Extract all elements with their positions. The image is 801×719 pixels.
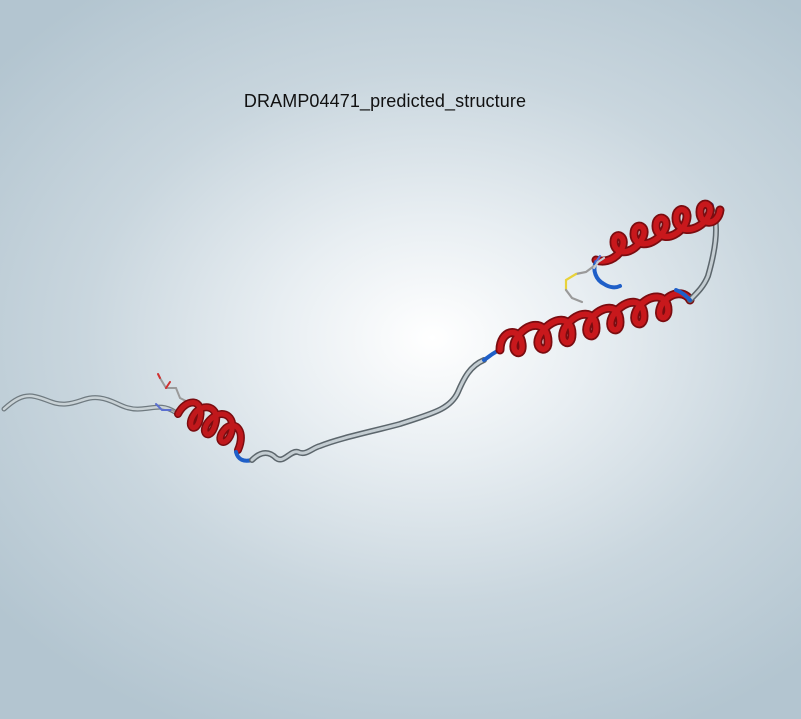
helix-1 bbox=[174, 398, 245, 454]
disulfide-bond bbox=[564, 254, 606, 304]
side-chain-sticks bbox=[155, 373, 189, 415]
helix-2 bbox=[495, 289, 695, 358]
structure-title: DRAMP04471_predicted_structure bbox=[243, 91, 527, 111]
c-terminal-turn bbox=[592, 260, 622, 290]
turn-3 bbox=[674, 288, 692, 302]
linker-coil bbox=[249, 357, 487, 463]
helix-3 bbox=[591, 199, 725, 266]
